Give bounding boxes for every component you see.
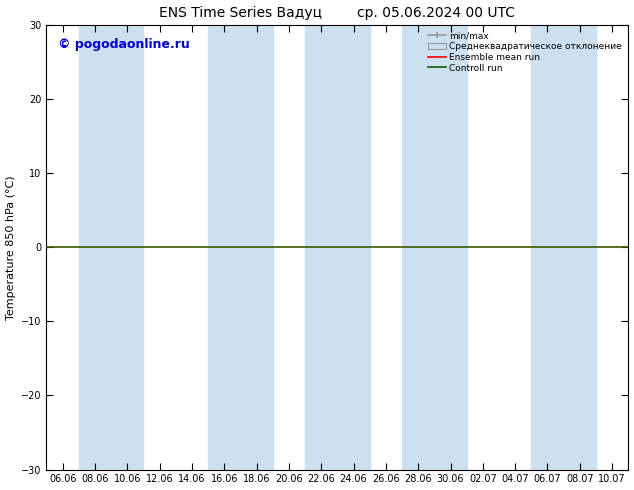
Bar [337,25,370,469]
Text: © pogodaonline.ru: © pogodaonline.ru [58,38,190,51]
Bar [564,25,596,469]
Bar [531,25,564,469]
Title: ENS Time Series Вадуц        ср. 05.06.2024 00 UTC: ENS Time Series Вадуц ср. 05.06.2024 00 … [159,5,515,20]
Bar [402,25,434,469]
Bar [111,25,143,469]
Bar [434,25,467,469]
Y-axis label: Temperature 850 hPa (°C): Temperature 850 hPa (°C) [6,175,16,319]
Bar [240,25,273,469]
Legend: min/max, Среднеквадратическое отклонение, Ensemble mean run, Controll run: min/max, Среднеквадратическое отклонение… [426,29,624,74]
Bar [79,25,111,469]
Bar [208,25,240,469]
Bar [305,25,337,469]
